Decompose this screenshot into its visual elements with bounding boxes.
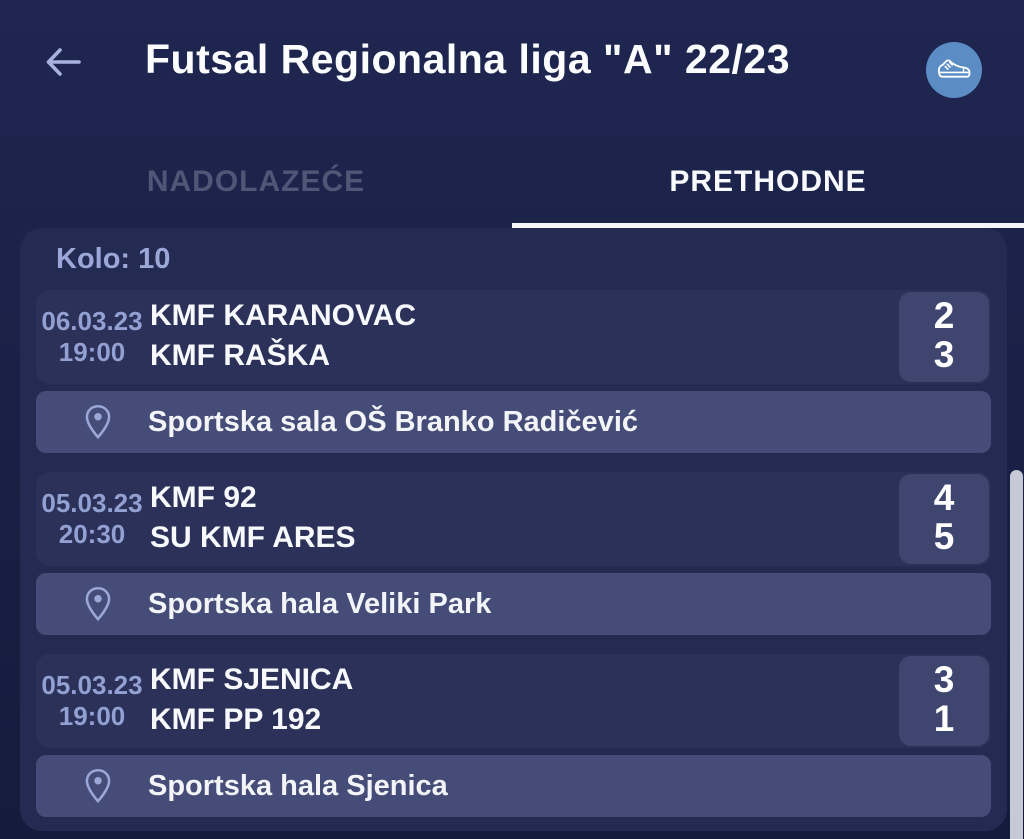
match-teams: KMF 92 SU KMF ARES	[148, 472, 899, 566]
app-header: Futsal Regionalna liga "A" 22/23	[0, 0, 1024, 140]
location-pin-icon	[85, 404, 111, 440]
tab-upcoming[interactable]: NADOLAZEĆE	[0, 150, 512, 214]
home-score: 4	[933, 476, 955, 518]
match-datetime: 06.03.23 19:00	[36, 290, 148, 384]
match-datetime: 05.03.23 19:00	[36, 654, 148, 748]
round-panel: Kolo: 10 06.03.23 19:00 KMF KARANOVAC KM…	[20, 228, 1007, 831]
away-score: 1	[933, 697, 955, 739]
match-time: 19:00	[58, 337, 126, 367]
away-team-name: KMF RAŠKA	[150, 339, 330, 372]
tab-previous[interactable]: PRETHODNE	[512, 150, 1024, 228]
tab-bar: NADOLAZEĆE PRETHODNE	[0, 150, 1024, 228]
score-box: 3 1	[899, 656, 989, 746]
venue-name: Sportska sala OŠ Branko Radičević	[148, 405, 638, 438]
venue-row[interactable]: Sportska hala Sjenica	[36, 755, 991, 817]
score-box: 4 5	[899, 474, 989, 564]
location-pin-icon	[85, 586, 111, 622]
location-pin-icon	[85, 768, 111, 804]
venue-row[interactable]: Sportska hala Veliki Park	[36, 573, 991, 635]
home-score: 2	[933, 294, 955, 336]
round-label: Kolo: 10	[56, 243, 171, 275]
away-score: 3	[933, 333, 955, 375]
away-team-name: KMF PP 192	[150, 703, 322, 736]
home-team-name: KMF KARANOVAC	[150, 299, 417, 332]
scrollbar-thumb[interactable]	[1010, 470, 1023, 839]
match-date: 06.03.23	[41, 306, 143, 336]
page-title: Futsal Regionalna liga "A" 22/23	[145, 36, 790, 82]
match-date: 05.03.23	[41, 488, 143, 518]
away-team-name: SU KMF ARES	[150, 521, 356, 554]
match-datetime: 05.03.23 20:30	[36, 472, 148, 566]
home-team-name: KMF SJENICA	[150, 663, 354, 696]
match-teams: KMF KARANOVAC KMF RAŠKA	[148, 290, 899, 384]
venue-row[interactable]: Sportska sala OŠ Branko Radičević	[36, 391, 991, 453]
league-sport-button[interactable]	[926, 42, 982, 98]
score-box: 2 3	[899, 292, 989, 382]
match-row[interactable]: 05.03.23 19:00 KMF SJENICA KMF PP 192 3 …	[36, 654, 991, 748]
home-score: 3	[933, 658, 955, 700]
futsal-shoe-icon	[935, 55, 973, 86]
arrow-left-icon	[43, 45, 83, 82]
match-teams: KMF SJENICA KMF PP 192	[148, 654, 899, 748]
match-item: 06.03.23 19:00 KMF KARANOVAC KMF RAŠKA 2…	[36, 290, 991, 453]
match-row[interactable]: 05.03.23 20:30 KMF 92 SU KMF ARES 4 5	[36, 472, 991, 566]
match-row[interactable]: 06.03.23 19:00 KMF KARANOVAC KMF RAŠKA 2…	[36, 290, 991, 384]
match-item: 05.03.23 20:30 KMF 92 SU KMF ARES 4 5 Sp…	[36, 472, 991, 635]
venue-name: Sportska hala Sjenica	[148, 769, 448, 802]
match-time: 19:00	[58, 701, 126, 731]
match-item: 05.03.23 19:00 KMF SJENICA KMF PP 192 3 …	[36, 654, 991, 817]
match-date: 05.03.23	[41, 670, 143, 700]
match-time: 20:30	[58, 519, 126, 549]
home-team-name: KMF 92	[150, 481, 257, 514]
back-button[interactable]	[38, 40, 88, 86]
venue-name: Sportska hala Veliki Park	[148, 587, 492, 620]
away-score: 5	[933, 515, 955, 557]
